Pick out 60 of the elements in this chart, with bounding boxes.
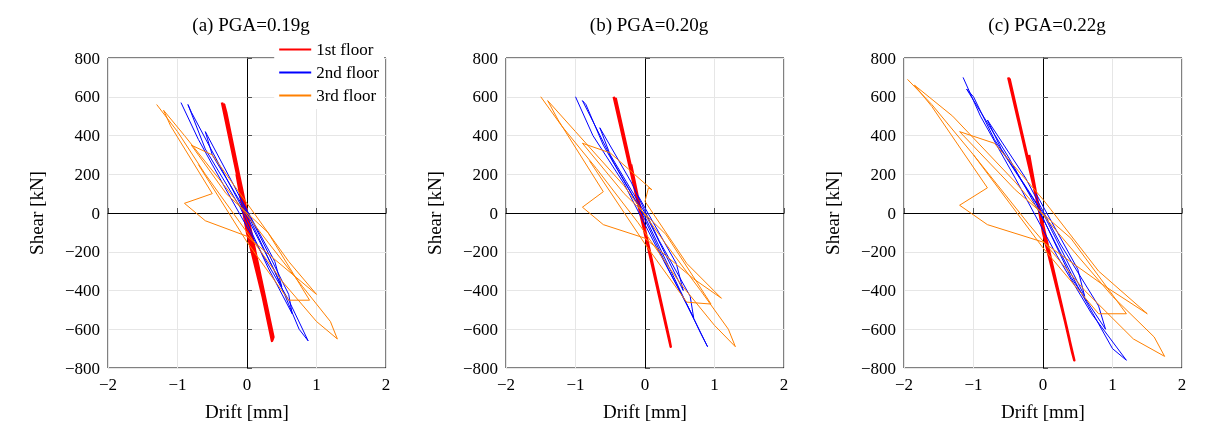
line-series	[540, 96, 736, 348]
line-series	[575, 96, 709, 348]
y-tick-label: 600	[870, 87, 896, 107]
y-tick-label: −400	[64, 281, 100, 300]
y-tick-label: 0	[91, 203, 100, 223]
x-axis-title: Drift [mm]	[205, 401, 289, 422]
y-tick-label: 400	[870, 126, 896, 145]
y-tick-label: 600	[74, 87, 100, 107]
chart-title: (a) PGA=0.19g	[192, 14, 311, 36]
x-axis-title: Drift [mm]	[603, 401, 687, 422]
x-tick-label: 2	[381, 375, 391, 394]
y-tick-label: −600	[462, 319, 498, 339]
y-tick-label: 800	[472, 48, 498, 68]
x-tick-label: −2	[496, 375, 516, 394]
y-tick-label: 400	[74, 126, 100, 145]
y-axis-title: Shear [kN]	[26, 171, 47, 255]
x-tick-label: −1	[168, 375, 187, 394]
line-series	[156, 104, 338, 340]
x-tick-label: 1	[312, 375, 321, 394]
x-axis-title: Drift [mm]	[1001, 401, 1085, 422]
y-tick-label: −400	[860, 281, 896, 300]
x-tick-label: 1	[1108, 375, 1117, 394]
x-tick-label: 0	[242, 375, 252, 394]
y-axis-title: Shear [kN]	[822, 171, 843, 255]
y-tick-label: −800	[860, 358, 896, 378]
y-tick-label: −200	[64, 242, 100, 262]
chart-title: (c) PGA=0.22g	[988, 14, 1107, 36]
x-tick-label: 0	[1038, 375, 1048, 394]
y-tick-label: 200	[472, 164, 498, 184]
x-tick-label: 2	[1177, 375, 1187, 394]
chart-title: (b) PGA=0.20g	[589, 14, 709, 36]
x-tick-label: −2	[894, 375, 914, 394]
x-tick-label: −2	[98, 375, 118, 394]
y-tick-label: 800	[870, 48, 896, 68]
x-tick-label: 0	[640, 375, 650, 394]
legend-label: 2nd floor	[316, 63, 380, 82]
line-series	[906, 78, 1166, 357]
y-tick-label: −200	[860, 242, 896, 262]
y-tick-label: −800	[462, 358, 498, 378]
x-tick-label: 2	[779, 375, 789, 394]
legend-label: 3rd floor	[316, 86, 377, 105]
legend-label: 1st floor	[316, 40, 374, 59]
y-tick-label: −600	[860, 319, 896, 339]
y-tick-label: 800	[74, 48, 100, 68]
x-tick-label: −1	[964, 375, 983, 394]
line-series	[962, 76, 1127, 361]
y-tick-label: 400	[472, 126, 498, 145]
line-series	[180, 102, 309, 342]
y-tick-label: 0	[887, 203, 896, 223]
y-tick-label: −400	[462, 281, 498, 300]
y-tick-label: −800	[64, 358, 100, 378]
y-tick-label: 200	[870, 164, 896, 184]
y-tick-label: 200	[74, 164, 100, 184]
y-axis-title: Shear [kN]	[424, 171, 445, 255]
y-tick-label: −600	[64, 319, 100, 339]
x-tick-label: −1	[566, 375, 585, 394]
y-tick-label: 600	[472, 87, 498, 107]
y-tick-label: 0	[489, 203, 498, 223]
x-tick-label: 1	[710, 375, 719, 394]
y-tick-label: −200	[462, 242, 498, 262]
